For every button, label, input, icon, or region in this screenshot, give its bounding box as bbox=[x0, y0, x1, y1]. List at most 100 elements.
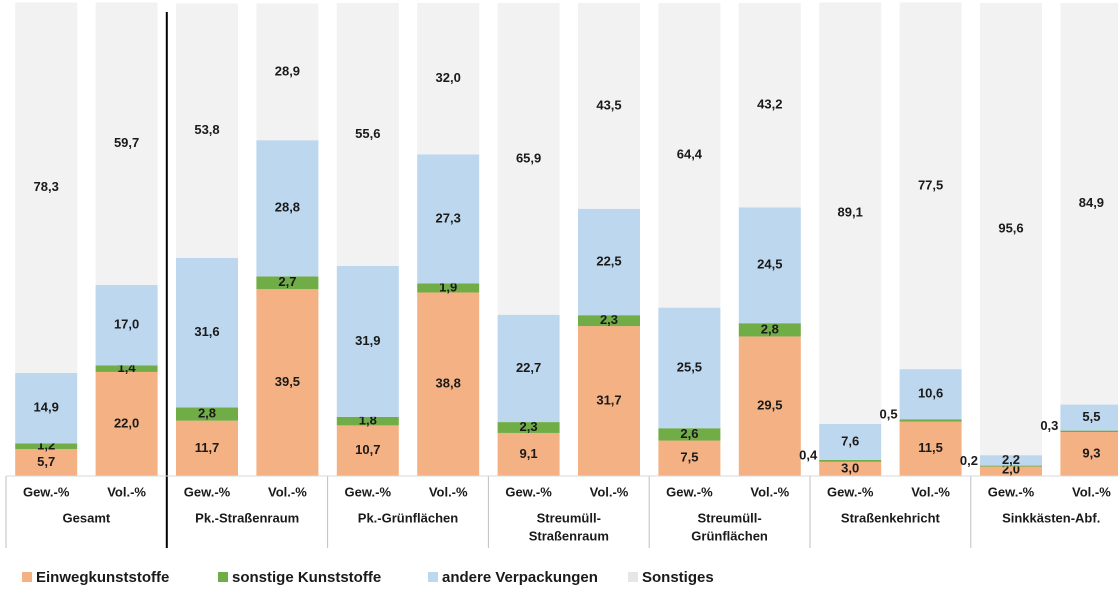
value-label: 28,8 bbox=[275, 200, 300, 215]
legend-label: sonstige Kunststoffe bbox=[232, 569, 381, 586]
value-label: 17,0 bbox=[114, 317, 139, 332]
bar-segment bbox=[95, 2, 158, 285]
bar-segment bbox=[819, 423, 882, 460]
value-label: 89,1 bbox=[838, 205, 863, 220]
bar-segment bbox=[336, 425, 399, 476]
value-label: 7,6 bbox=[841, 433, 859, 448]
bar-segment bbox=[95, 284, 158, 366]
value-label: 22,0 bbox=[114, 415, 139, 430]
value-label: 5,5 bbox=[1082, 409, 1100, 424]
value-label: 7,5 bbox=[680, 450, 698, 465]
bar-segment bbox=[658, 428, 721, 441]
x-tick-label: Vol.-% bbox=[750, 484, 789, 499]
value-label: 43,5 bbox=[596, 97, 621, 112]
x-tick-label: Vol.-% bbox=[268, 484, 307, 499]
value-label: 0,5 bbox=[880, 407, 898, 422]
bar-segment bbox=[738, 323, 801, 337]
bar-segment bbox=[15, 449, 78, 476]
bar-segment bbox=[176, 407, 238, 421]
bar-segment bbox=[256, 289, 319, 476]
legend-label: Einwegkunststoffe bbox=[36, 569, 169, 586]
bar-segment bbox=[980, 455, 1042, 466]
value-label: 25,5 bbox=[677, 359, 702, 374]
value-label: 53,8 bbox=[194, 122, 219, 137]
legend-swatch bbox=[218, 572, 228, 582]
bar-segment bbox=[417, 3, 480, 155]
bar-segment bbox=[738, 207, 801, 324]
value-label: 27,3 bbox=[436, 210, 461, 225]
bar-segment bbox=[15, 443, 78, 450]
value-label: 0,4 bbox=[799, 447, 818, 462]
value-label: 2,2 bbox=[1002, 452, 1020, 467]
x-tick-label: Gew.-% bbox=[345, 484, 392, 499]
value-label: 11,7 bbox=[195, 440, 220, 455]
value-label: 24,5 bbox=[757, 257, 782, 272]
bar-segment bbox=[336, 3, 399, 266]
bar-segment bbox=[738, 3, 801, 208]
value-label: 10,6 bbox=[918, 386, 943, 401]
value-label: 84,9 bbox=[1079, 195, 1104, 210]
x-tick-label: Vol.-% bbox=[107, 484, 146, 499]
bar-segment bbox=[658, 440, 721, 476]
bar-segment bbox=[256, 140, 319, 277]
bar-segment bbox=[578, 208, 640, 316]
value-label: 2,6 bbox=[680, 426, 698, 441]
bar-segment bbox=[497, 432, 560, 476]
value-label: 2,8 bbox=[761, 321, 779, 336]
legend: Einwegkunststoffe sonstige Kunststoffe and… bbox=[22, 569, 714, 586]
bar-segment bbox=[497, 3, 560, 315]
value-label: 32,0 bbox=[436, 70, 461, 85]
bar-segment bbox=[738, 336, 801, 476]
bar-segment bbox=[497, 314, 560, 423]
legend-swatch bbox=[22, 572, 32, 582]
value-label: 22,5 bbox=[596, 253, 621, 268]
x-tick-label: Gew.-% bbox=[23, 484, 70, 499]
value-label: 65,9 bbox=[516, 150, 541, 165]
x-tick-label: Vol.-% bbox=[590, 484, 629, 499]
value-label: 95,6 bbox=[998, 221, 1023, 236]
value-label: 43,2 bbox=[757, 97, 782, 112]
value-label: 28,9 bbox=[275, 63, 300, 78]
bar-segment bbox=[980, 3, 1042, 456]
value-label: 5,7 bbox=[37, 454, 55, 469]
group-label: Gesamt bbox=[63, 510, 111, 525]
bar-segment bbox=[658, 307, 721, 429]
bar-segment bbox=[417, 154, 480, 284]
legend-swatch bbox=[428, 572, 438, 582]
x-tick-label: Gew.-% bbox=[827, 484, 874, 499]
value-label: 38,8 bbox=[436, 376, 461, 391]
bar-segment bbox=[95, 371, 158, 476]
x-tick-label: Gew.-% bbox=[666, 484, 713, 499]
legend-swatch bbox=[628, 572, 638, 582]
bar-segment bbox=[176, 420, 238, 476]
value-label: 55,6 bbox=[355, 126, 380, 141]
group-label: Straßenkehricht bbox=[841, 510, 941, 525]
bar-segment bbox=[417, 292, 480, 476]
bar-segment bbox=[819, 2, 882, 424]
bar-segment bbox=[15, 2, 78, 373]
bar-segment bbox=[1060, 404, 1118, 431]
value-label: 31,6 bbox=[194, 324, 219, 339]
value-label: 2,7 bbox=[278, 274, 296, 289]
bar-segment bbox=[980, 466, 1042, 476]
value-label: 9,1 bbox=[520, 446, 538, 461]
bar-segment bbox=[256, 276, 319, 290]
value-label: 77,5 bbox=[918, 177, 943, 192]
bar-segment bbox=[899, 2, 962, 370]
x-tick-label: Vol.-% bbox=[429, 484, 468, 499]
group-label: Grünflächen bbox=[691, 528, 768, 543]
value-label: 39,5 bbox=[275, 374, 300, 389]
x-tick-label: Vol.-% bbox=[1072, 484, 1111, 499]
bar-segment bbox=[658, 3, 721, 308]
legend-label: Sonstiges bbox=[642, 569, 714, 586]
value-label: 0,3 bbox=[1040, 418, 1058, 433]
group-label: Pk.-Grünflächen bbox=[358, 510, 458, 525]
legend-label: andere Verpackungen bbox=[442, 569, 598, 586]
bar-segment bbox=[578, 326, 640, 476]
value-label: 9,3 bbox=[1082, 445, 1100, 460]
bar-segment bbox=[95, 365, 158, 372]
bar-segment bbox=[980, 465, 1042, 467]
value-label: 22,7 bbox=[516, 360, 541, 375]
bar-segment bbox=[899, 419, 962, 422]
